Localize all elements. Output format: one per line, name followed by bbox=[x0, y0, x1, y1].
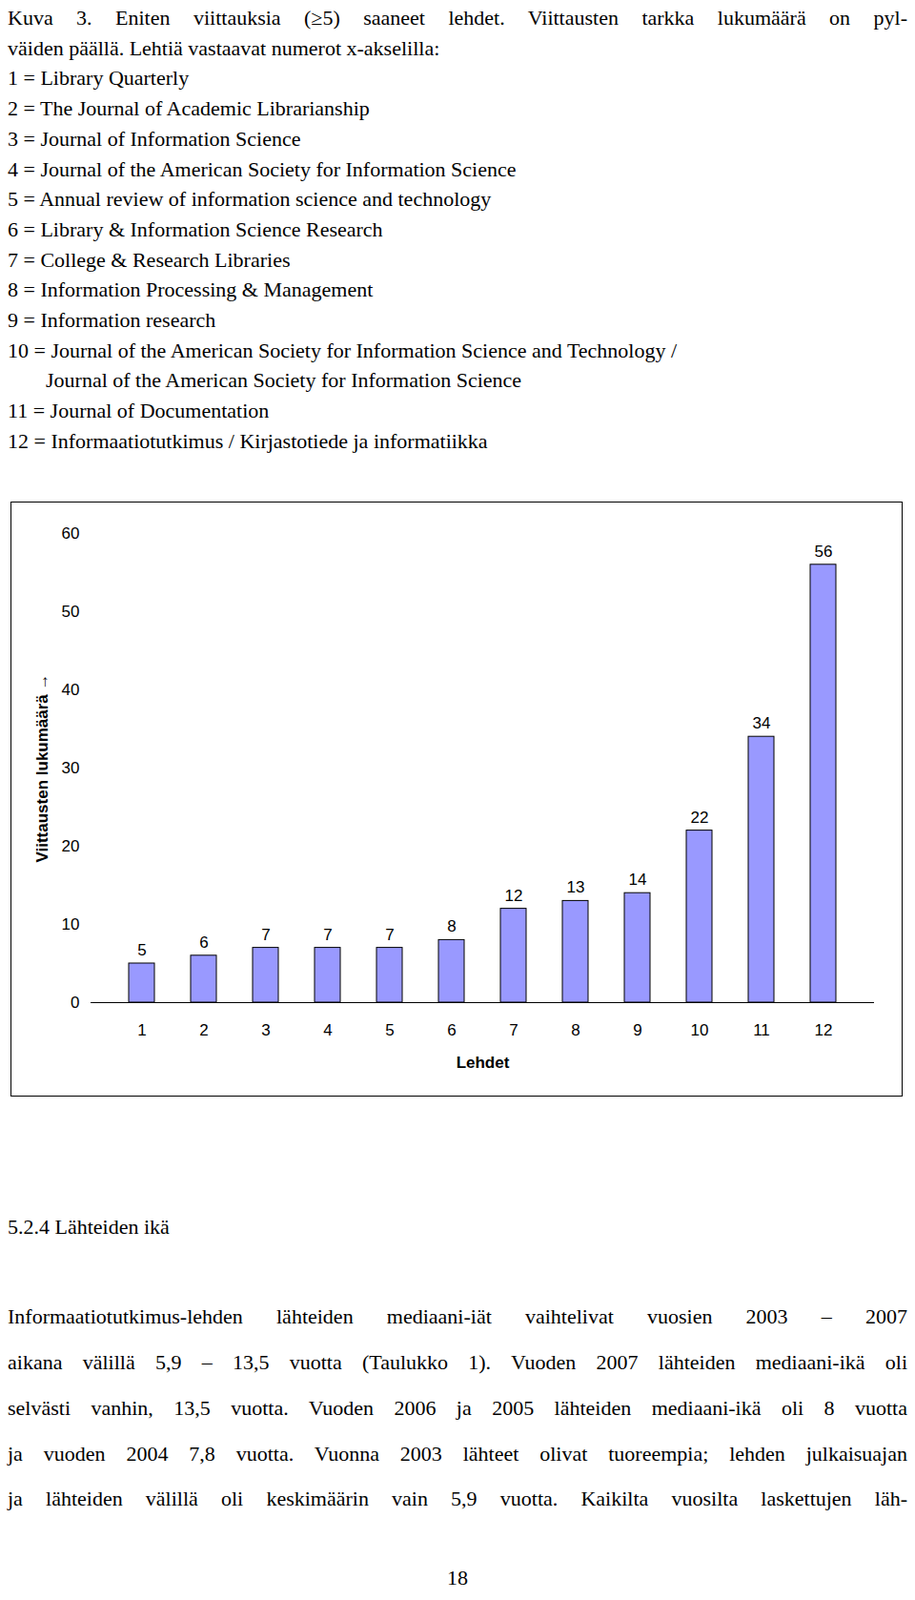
html-text:4 = Journal of the American So: 4 = Journal of the American Society for … bbox=[7, 156, 517, 181]
html-text:3 = Journal of Information Sci: 3 = Journal of Information Science bbox=[7, 126, 301, 151]
svg-text:3: 3 bbox=[261, 1020, 270, 1039]
svg-text:50: 50 bbox=[61, 602, 81, 621]
svg-text:30: 30 bbox=[61, 758, 81, 777]
svg-text:1: 1 bbox=[137, 1020, 146, 1039]
html-text:1 = Library Quarterly: 1 = Library Quarterly bbox=[7, 66, 189, 90]
html-text:9 = Information research: 9 = Information research bbox=[7, 307, 216, 332]
svg-text:20: 20 bbox=[61, 836, 81, 855]
html-text:aikana välillä 5,9 – 13,5 vuot: aikana välillä 5,9 – 13,5 vuotta (Tauluk… bbox=[7, 1349, 908, 1374]
svg-text:0: 0 bbox=[70, 993, 80, 1012]
html-text:12 = Informaatiotutkimus / Kir: 12 = Informaatiotutkimus / Kirjastotiede… bbox=[7, 428, 488, 453]
svg-text:12: 12 bbox=[505, 886, 524, 905]
html-text:ja lähteiden välillä oli keski: ja lähteiden välillä oli keskimäärin vai… bbox=[7, 1485, 908, 1510]
svg-text:7: 7 bbox=[508, 1020, 518, 1039]
svg-text:22: 22 bbox=[691, 808, 710, 827]
svg-text:60: 60 bbox=[61, 524, 81, 543]
svg-text:40: 40 bbox=[61, 680, 81, 699]
svg-text:14: 14 bbox=[629, 870, 648, 889]
svg-text:13: 13 bbox=[567, 877, 586, 896]
svg-text:Viittausten lukumäärä →: Viittausten lukumäärä → bbox=[33, 672, 52, 862]
html-text:selvästi vanhin, 13,5 vuotta.: selvästi vanhin, 13,5 vuotta. Vuoden 200… bbox=[7, 1395, 908, 1420]
svg-text:10: 10 bbox=[61, 915, 81, 934]
html-text:2 = The Journal of Academic Li: 2 = The Journal of Academic Librarianshi… bbox=[7, 96, 370, 121]
html-text:6 = Library & Information Scie: 6 = Library & Information Science Resear… bbox=[7, 217, 383, 242]
svg-text:Lehdet: Lehdet bbox=[456, 1053, 510, 1072]
html-text:8 = Information Processing & M: 8 = Information Processing & Management bbox=[7, 277, 373, 302]
svg-text:11: 11 bbox=[752, 1020, 771, 1039]
svg-text:7: 7 bbox=[385, 925, 394, 944]
html-text:Informaatiotutkimus-lehden läh: Informaatiotutkimus-lehden lähteiden med… bbox=[7, 1303, 908, 1328]
svg-text:9: 9 bbox=[632, 1020, 642, 1039]
html-text:11 = Journal of Documentation: 11 = Journal of Documentation bbox=[7, 398, 270, 423]
svg-text:8: 8 bbox=[447, 916, 456, 936]
svg-text:8: 8 bbox=[570, 1020, 580, 1039]
html-text:väiden päällä. Lehtiä vastaava: väiden päällä. Lehtiä vastaavat numerot … bbox=[7, 35, 440, 60]
svg-text:56: 56 bbox=[814, 542, 834, 561]
html-text:Kuva 3. Eniten viittauksia (≥5: Kuva 3. Eniten viittauksia (≥5) saaneet … bbox=[7, 5, 908, 30]
html-text:5 = Annual review of informati: 5 = Annual review of information science… bbox=[7, 187, 492, 211]
html-text:18: 18 bbox=[447, 1565, 468, 1589]
svg-text:10: 10 bbox=[691, 1020, 710, 1039]
svg-text:5: 5 bbox=[137, 940, 146, 959]
svg-text:12: 12 bbox=[814, 1020, 834, 1039]
svg-text:4: 4 bbox=[323, 1020, 332, 1039]
svg-text:34: 34 bbox=[752, 713, 772, 732]
html-text:10 = Journal of the American S: 10 = Journal of the American Society for… bbox=[7, 338, 677, 362]
svg-text:7: 7 bbox=[323, 925, 332, 944]
svg-text:6: 6 bbox=[447, 1020, 456, 1039]
html-text:5.2.4 Lähteiden ikä: 5.2.4 Lähteiden ikä bbox=[7, 1214, 170, 1239]
svg-text:2: 2 bbox=[199, 1020, 208, 1039]
html-text:Journal of the American Societ: Journal of the American Society for Info… bbox=[45, 368, 522, 393]
svg-text:7: 7 bbox=[261, 925, 270, 944]
html-text:ja vuoden 2004 7,8 vuotta. Vuo: ja vuoden 2004 7,8 vuotta. Vuonna 2003 l… bbox=[7, 1441, 908, 1465]
svg-text:5: 5 bbox=[385, 1020, 394, 1039]
html-text:7 = College & Research Librari: 7 = College & Research Libraries bbox=[7, 247, 291, 272]
svg-text:6: 6 bbox=[199, 933, 208, 952]
